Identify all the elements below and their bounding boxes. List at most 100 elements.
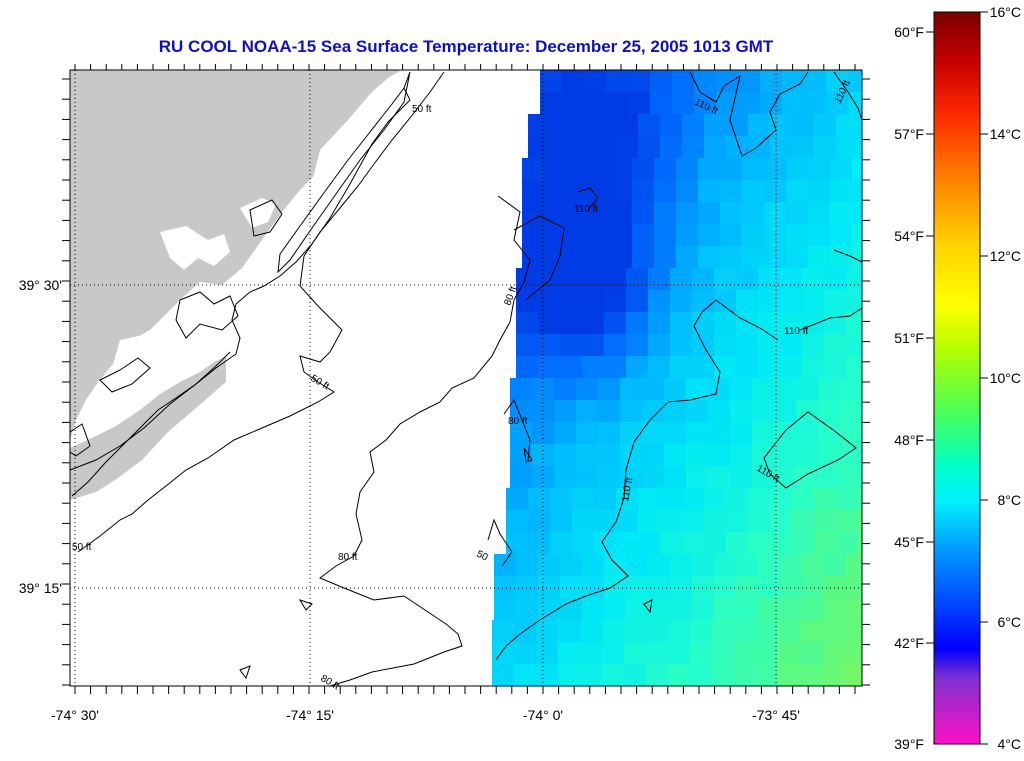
sst-pixel <box>598 400 620 422</box>
sst-pixel <box>824 268 846 290</box>
sst-pixel <box>858 488 862 510</box>
sst-pixel <box>572 114 594 136</box>
sst-pixel <box>632 224 654 246</box>
sst-pixel <box>708 466 730 488</box>
sst-pixel <box>558 620 580 642</box>
sst-pixel <box>616 510 638 532</box>
sst-pixel <box>648 554 670 576</box>
sst-pixel <box>620 400 642 422</box>
sst-pixel <box>726 488 748 510</box>
sst-raster <box>492 70 862 686</box>
sst-pixel <box>538 334 560 356</box>
sst-pixel <box>544 180 566 202</box>
sst-pixel <box>506 532 528 554</box>
sst-pixel <box>752 466 774 488</box>
sst-pixel <box>610 246 632 268</box>
sst-pixel <box>682 136 704 158</box>
sst-pixel <box>822 664 844 686</box>
sst-pixel <box>632 246 654 268</box>
sst-pixel <box>800 620 822 642</box>
sst-pixel <box>516 334 538 356</box>
sst-pixel <box>818 422 840 444</box>
sst-pixel <box>846 312 862 334</box>
sst-pixel <box>598 422 620 444</box>
sst-pixel <box>676 224 698 246</box>
sst-pixel <box>720 202 742 224</box>
sst-pixel <box>538 554 560 576</box>
sst-pixel <box>676 202 698 224</box>
sst-pixel <box>582 598 604 620</box>
sst-pixel <box>642 400 664 422</box>
sst-pixel <box>852 158 862 180</box>
sst-pixel <box>528 136 550 158</box>
sst-pixel <box>560 312 582 334</box>
sst-pixel <box>692 290 714 312</box>
sst-pixel <box>698 158 720 180</box>
sst-pixel <box>836 136 858 158</box>
sst-pixel <box>624 664 646 686</box>
sst-pixel <box>582 268 604 290</box>
sst-pixel <box>782 92 804 114</box>
sst-pixel <box>858 114 862 136</box>
sst-pixel <box>852 202 862 224</box>
sst-pixel <box>532 466 554 488</box>
sst-pixel <box>664 444 686 466</box>
sst-pixel <box>814 532 836 554</box>
sst-pixel <box>846 554 862 576</box>
sst-pixel <box>522 180 544 202</box>
sst-pixel <box>742 158 764 180</box>
sst-pixel <box>736 576 758 598</box>
sst-pixel <box>560 598 582 620</box>
sst-pixel <box>802 334 824 356</box>
sst-pixel <box>748 532 770 554</box>
sst-pixel <box>560 576 582 598</box>
sst-pixel <box>638 114 660 136</box>
sst-pixel <box>752 400 774 422</box>
map-title: RU COOL NOAA-15 Sea Surface Temperature:… <box>158 37 774 56</box>
sst-pixel <box>824 576 846 598</box>
sst-pixel <box>602 664 624 686</box>
sst-pixel <box>758 554 780 576</box>
sst-pixel <box>626 356 648 378</box>
contour-islets <box>239 599 653 680</box>
sst-pixel <box>664 378 686 400</box>
sst-pixel <box>654 158 676 180</box>
sst-pixel <box>616 136 638 158</box>
sst-pixel <box>846 356 862 378</box>
sst-pixel <box>566 246 588 268</box>
sst-pixel <box>588 180 610 202</box>
sst-pixel <box>672 70 694 92</box>
sst-pixel <box>648 312 670 334</box>
sst-pixel <box>550 114 572 136</box>
sst-pixel <box>824 290 846 312</box>
sst-pixel <box>730 378 752 400</box>
sst-pixel <box>582 312 604 334</box>
sst-pixel <box>528 532 550 554</box>
sst-pixel <box>626 554 648 576</box>
sst-pixel <box>770 136 792 158</box>
sst-pixel <box>742 180 764 202</box>
sst-pixel <box>686 400 708 422</box>
sst-pixel <box>686 378 708 400</box>
contour-blob <box>523 447 533 463</box>
sst-pixel <box>840 444 862 466</box>
sst-pixel <box>576 466 598 488</box>
sst-pixel <box>572 488 594 510</box>
sst-pixel <box>670 356 692 378</box>
sst-pixel <box>538 312 560 334</box>
sst-pixel <box>516 576 538 598</box>
sst-pixel <box>582 356 604 378</box>
sst-pixel <box>848 70 862 92</box>
sst-pixel <box>682 488 704 510</box>
sst-pixel <box>774 444 796 466</box>
sst-pixel <box>752 444 774 466</box>
sst-pixel <box>550 510 572 532</box>
sst-pixel <box>846 334 862 356</box>
sst-pixel <box>720 224 742 246</box>
contour-label: 50 ft <box>412 104 432 115</box>
sst-pixel <box>836 532 858 554</box>
sst-pixel <box>664 400 686 422</box>
sst-pixel <box>620 422 642 444</box>
sst-pixel <box>572 532 594 554</box>
